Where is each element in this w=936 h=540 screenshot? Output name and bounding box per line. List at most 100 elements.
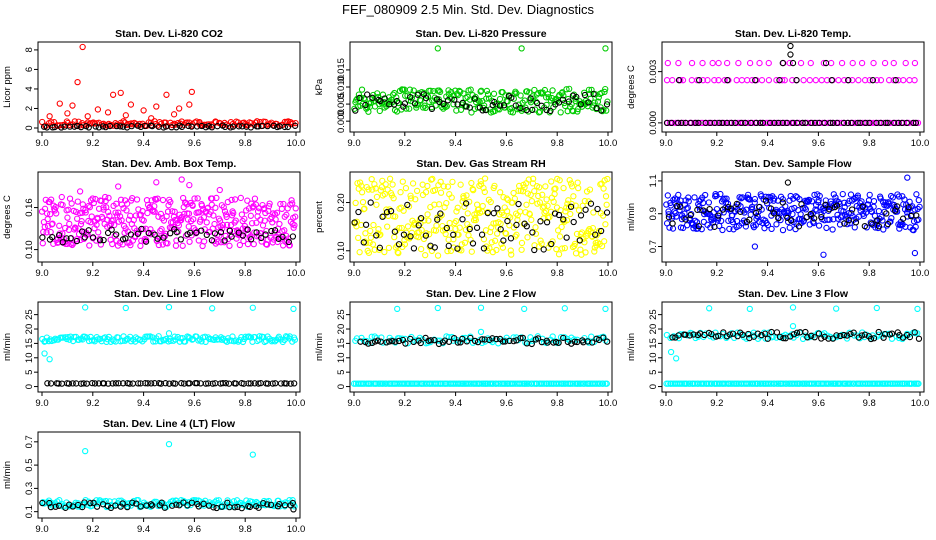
x-tick-label: 9.0	[347, 398, 360, 409]
data-point	[670, 196, 677, 204]
data-point	[508, 251, 515, 258]
data-point	[416, 216, 424, 223]
data-point	[124, 503, 131, 511]
data-point	[424, 211, 431, 218]
data-point	[507, 247, 514, 254]
data-point	[231, 504, 238, 511]
data-point	[285, 238, 292, 246]
data-point	[208, 237, 216, 244]
data-point	[97, 241, 105, 248]
data-point	[892, 77, 899, 84]
data-point	[494, 205, 501, 212]
y-axis-label: ml/min	[626, 203, 637, 231]
y-tick-label: 10	[336, 353, 347, 364]
data-point	[903, 119, 910, 127]
data-point	[569, 92, 577, 99]
data-point	[765, 77, 773, 84]
data-point	[848, 210, 855, 217]
data-point	[466, 198, 473, 205]
x-tick-label: 9.6	[500, 138, 513, 149]
data-point	[558, 223, 565, 231]
data-point	[231, 196, 239, 203]
data-point	[796, 119, 803, 127]
data-point	[96, 237, 104, 244]
data-point	[789, 59, 797, 67]
data-point	[212, 204, 219, 211]
data-point	[700, 207, 707, 214]
data-point	[675, 335, 683, 342]
data-point	[283, 211, 290, 218]
data-point	[829, 226, 836, 233]
data-point	[680, 214, 687, 221]
data-point	[887, 192, 895, 200]
data-point	[59, 201, 66, 209]
data-point	[816, 192, 823, 200]
chart-title: Stan. Dev. Li-820 Pressure	[415, 28, 546, 40]
data-point	[715, 332, 722, 340]
data-point	[578, 229, 586, 236]
data-point	[552, 185, 559, 192]
data-point	[122, 304, 129, 312]
data-point	[119, 500, 126, 507]
data-point	[500, 237, 507, 244]
data-point	[567, 180, 575, 187]
data-point	[905, 204, 912, 211]
data-point	[52, 503, 59, 510]
data-point	[902, 59, 909, 67]
data-point	[381, 95, 388, 102]
data-point	[779, 119, 786, 127]
data-point	[243, 123, 250, 130]
data-point	[186, 229, 194, 236]
data-point	[561, 244, 569, 252]
data-point	[376, 244, 384, 251]
data-point	[541, 86, 549, 94]
data-point	[543, 219, 551, 226]
data-point	[116, 213, 124, 220]
x-tick-label: 9.8	[551, 398, 564, 409]
data-point	[910, 119, 917, 127]
data-point	[93, 221, 100, 228]
data-point	[459, 335, 466, 343]
data-point	[669, 77, 676, 84]
y-tick-label: 0	[24, 125, 35, 130]
chart-svg: Stan. Dev. Line 2 Flow 9.0 9.2 9.4 9.6 9.8 10.…	[314, 288, 617, 409]
data-point	[543, 106, 550, 114]
data-point	[580, 339, 587, 346]
x-tick-label: 9.8	[239, 524, 252, 535]
data-point	[58, 380, 66, 387]
data-point	[535, 192, 542, 200]
data-point	[255, 123, 262, 130]
data-point	[149, 229, 156, 236]
data-point	[854, 119, 861, 127]
data-point	[173, 501, 180, 508]
data-point	[117, 123, 124, 130]
data-point	[210, 212, 217, 219]
data-point	[374, 90, 381, 97]
data-point	[567, 210, 574, 218]
data-point	[289, 233, 297, 240]
data-point	[803, 214, 810, 221]
data-point	[414, 91, 421, 98]
data-point	[517, 380, 524, 387]
data-point	[90, 499, 97, 506]
data-point	[352, 107, 359, 114]
data-point	[41, 223, 48, 231]
data-point	[808, 198, 816, 205]
data-point	[387, 208, 395, 215]
data-point	[721, 77, 728, 84]
data-point	[217, 228, 225, 236]
data-point	[862, 119, 869, 127]
data-point	[249, 304, 256, 311]
data-point	[85, 202, 92, 210]
chart-title: Stan. Dev. Gas Stream RH	[416, 158, 545, 170]
data-point	[154, 235, 161, 242]
data-point	[833, 305, 840, 312]
data-point	[699, 59, 706, 67]
data-point	[270, 122, 277, 129]
x-tick-label: 9.0	[347, 138, 360, 149]
data-point	[812, 77, 819, 84]
data-point	[762, 197, 770, 204]
data-point	[140, 107, 147, 114]
data-point	[428, 105, 436, 113]
data-point	[426, 231, 433, 238]
